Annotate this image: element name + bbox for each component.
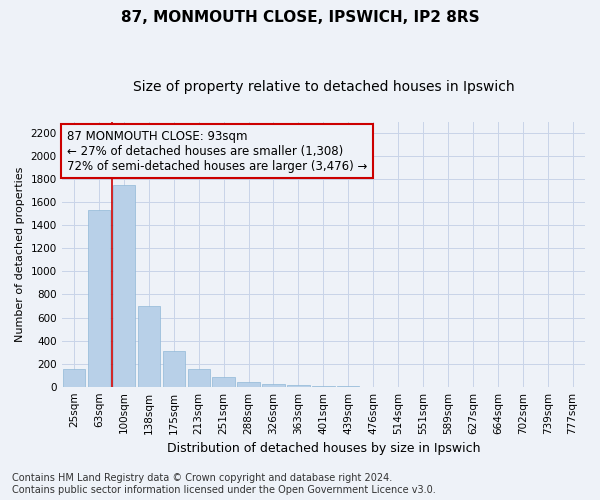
X-axis label: Distribution of detached houses by size in Ipswich: Distribution of detached houses by size … — [167, 442, 480, 455]
Text: 87, MONMOUTH CLOSE, IPSWICH, IP2 8RS: 87, MONMOUTH CLOSE, IPSWICH, IP2 8RS — [121, 10, 479, 25]
Y-axis label: Number of detached properties: Number of detached properties — [15, 166, 25, 342]
Bar — [137, 306, 160, 386]
Bar — [238, 382, 260, 386]
Text: Contains HM Land Registry data © Crown copyright and database right 2024.
Contai: Contains HM Land Registry data © Crown c… — [12, 474, 436, 495]
Title: Size of property relative to detached houses in Ipswich: Size of property relative to detached ho… — [133, 80, 514, 94]
Bar — [63, 369, 85, 386]
Text: 87 MONMOUTH CLOSE: 93sqm
← 27% of detached houses are smaller (1,308)
72% of sem: 87 MONMOUTH CLOSE: 93sqm ← 27% of detach… — [67, 130, 367, 172]
Bar — [88, 210, 110, 386]
Bar — [212, 378, 235, 386]
Bar — [113, 185, 135, 386]
Bar — [262, 384, 285, 386]
Bar — [287, 385, 310, 386]
Bar — [163, 351, 185, 386]
Bar — [188, 369, 210, 386]
